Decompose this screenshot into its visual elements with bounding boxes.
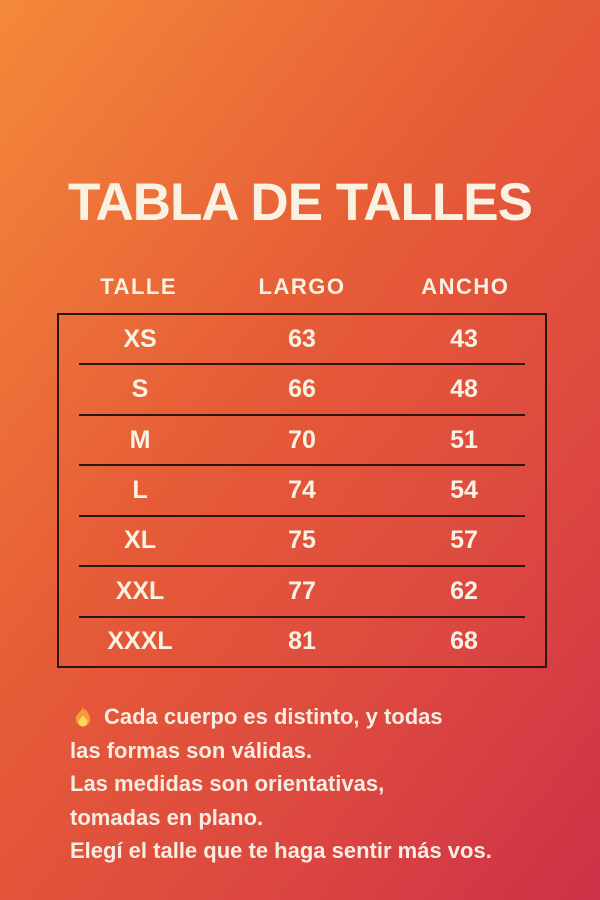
table-row-xl: XL 75 57	[59, 517, 545, 565]
cell-ancho: 48	[450, 375, 478, 404]
cell-ancho: 68	[450, 627, 478, 656]
table-column-headers: TALLE LARGO ANCHO	[57, 274, 547, 300]
row-divider	[79, 615, 525, 618]
row-divider	[79, 464, 525, 467]
cell-ancho: 51	[450, 425, 478, 454]
cell-largo: 74	[288, 475, 316, 504]
cell-size: XXL	[115, 576, 165, 605]
table-row-xs: XS 63 43	[59, 315, 545, 363]
cell-size: XL	[124, 526, 156, 555]
size-table: XS 63 43 S 66 48 M 70 51 L 74 54 XL 75 5…	[57, 313, 547, 668]
cell-ancho: 62	[450, 576, 478, 605]
cell-ancho: 54	[450, 475, 478, 504]
table-row-s: S 66 48	[59, 365, 545, 413]
row-divider	[79, 413, 525, 416]
column-header-largo: LARGO	[258, 274, 346, 299]
column-header-ancho: ANCHO	[421, 274, 510, 299]
cell-largo: 77	[288, 576, 316, 605]
fire-icon	[75, 704, 91, 727]
footer-line-1-text: Cada cuerpo es distinto, y todas	[104, 704, 443, 729]
table-row-xxl: XXL 77 62	[59, 567, 545, 615]
column-header-talle: TALLE	[100, 274, 178, 299]
row-divider	[79, 565, 525, 568]
cell-ancho: 43	[450, 324, 478, 353]
footer-line-4: tomadas en plano.	[70, 804, 264, 830]
row-divider	[79, 363, 525, 366]
footer-line-3: Las medidas son orientativas,	[70, 771, 385, 796]
cell-size: XXXL	[107, 627, 173, 656]
cell-size: S	[131, 375, 149, 404]
footer-line-1: Cada cuerpo es distinto, y todas	[70, 700, 560, 734]
cell-ancho: 57	[450, 526, 478, 555]
cell-size: L	[132, 475, 148, 504]
footer-note: Cada cuerpo es distinto, y todas las for…	[70, 700, 560, 868]
footer-line-2: las formas son válidas.	[70, 737, 313, 763]
cell-largo: 81	[288, 627, 316, 656]
cell-largo: 75	[288, 526, 316, 555]
cell-size: XS	[123, 324, 157, 353]
page-title: TABLA DE TALLES	[68, 172, 533, 232]
table-row-xxxl: XXXL 81 68	[59, 618, 545, 666]
table-row-m: M 70 51	[59, 416, 545, 464]
cell-largo: 70	[288, 425, 316, 454]
cell-largo: 66	[288, 375, 316, 404]
cell-size: M	[129, 425, 151, 454]
table-row-l: L 74 54	[59, 466, 545, 514]
cell-largo: 63	[288, 324, 316, 353]
footer-line-5: Elegí el talle que te haga sentir más vo…	[70, 838, 492, 863]
row-divider	[79, 514, 525, 517]
